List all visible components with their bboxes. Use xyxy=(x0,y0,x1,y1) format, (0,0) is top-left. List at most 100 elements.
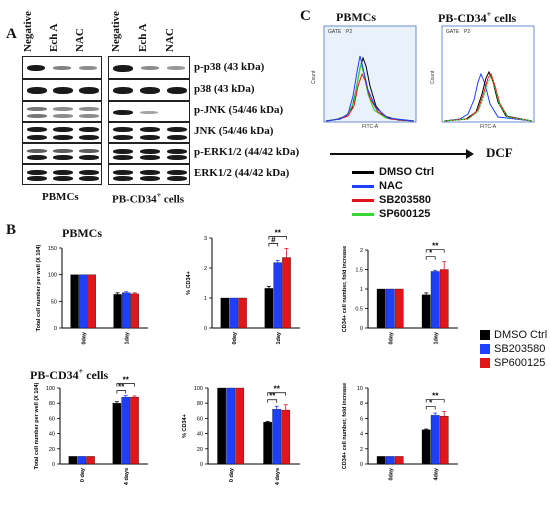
bar-b2-dmso-ctrl-0 xyxy=(220,297,230,329)
y-tick-label-b6-5: 10 xyxy=(357,386,363,392)
blot-right-erk xyxy=(108,164,190,185)
blot-right-p38 xyxy=(108,79,190,101)
bar-b4-dmso-ctrl-1 xyxy=(112,403,122,465)
blot-label-p38: p38 (43 kDa) xyxy=(194,83,255,95)
panel-c-letter: C xyxy=(300,8,311,24)
bar-b3-sp600125-1 xyxy=(439,269,449,329)
bar-b5-dmso-ctrl-1 xyxy=(263,422,273,465)
sig-bracket-b2-0 xyxy=(268,243,279,247)
sig-label-b3-1: ** xyxy=(432,242,439,251)
panel-a-letter: A xyxy=(6,26,17,42)
sig-bracket-b6-0 xyxy=(425,406,436,410)
y-tick-label-b3-3: 1.5 xyxy=(355,268,363,274)
y-label-b4: Total cell number per well (X 104) xyxy=(34,382,40,469)
gate-id-left: P2 xyxy=(346,29,352,35)
category-label-b4-0: 0 day xyxy=(80,467,86,482)
flow-title-pbmcs: PBMCs xyxy=(336,10,376,24)
bar-b1-sb203580-0 xyxy=(79,274,88,329)
y-tick-label-b5-0: 0 xyxy=(200,462,203,468)
bar-b3-sp600125-0 xyxy=(394,288,404,329)
bar-b5-sp600125-1 xyxy=(281,409,291,465)
flow-legend-sp600125: SP600125 xyxy=(352,208,430,220)
bar-b6-sb203580-0 xyxy=(385,456,395,465)
dcf-arrow-line xyxy=(330,153,470,155)
panel-b-letter: B xyxy=(6,222,17,238)
y-tick-label-b2-0: 0 xyxy=(204,326,207,332)
bar-b1-sb203580-1 xyxy=(122,292,131,329)
blot-left-erk xyxy=(22,164,102,185)
y-tick-label-b6-4: 8 xyxy=(360,401,363,407)
y-tick-label-b2-3: 3 xyxy=(204,236,207,242)
y-tick-label-b5-5: 100 xyxy=(194,386,203,392)
y-tick-label-b2-2: 2 xyxy=(204,266,207,272)
bar-b1-dmso-ctrl-0 xyxy=(70,274,79,329)
sig-label-b4-1: ** xyxy=(123,376,130,385)
flow-title-pb-cd34: PB-CD34+ cells xyxy=(438,10,517,25)
sig-bracket-b4-0 xyxy=(116,390,127,394)
bar-b3-sb203580-0 xyxy=(385,288,395,329)
y-label-b3: CD34+ cell number, fold increase xyxy=(342,246,348,332)
sig-bracket-b2-1 xyxy=(268,236,287,240)
y-tick-label-b1-1: 50 xyxy=(51,299,57,305)
sig-bracket-b6-1 xyxy=(425,399,445,403)
category-label-b4-1: 4 days xyxy=(124,468,130,485)
y-tick-label-b4-0: 0 xyxy=(52,462,55,468)
flow-histogram-pb-cd34: GATE P2 Count FITC-A xyxy=(430,25,535,130)
category-label-b1-0: 0day xyxy=(82,331,88,344)
bar-b1-dmso-ctrl-1 xyxy=(113,294,122,329)
sig-bracket-b5-1 xyxy=(267,392,287,396)
y-tick-label-b4-1: 20 xyxy=(49,447,55,453)
bar-b6-sp600125-1 xyxy=(439,415,449,465)
category-label-b5-0: 0 day xyxy=(229,467,235,482)
x-label-fitc-right: FITC-A xyxy=(480,124,497,130)
y-tick-label-b4-2: 40 xyxy=(49,432,55,438)
y-tick-label-b1-2: 100 xyxy=(48,273,57,279)
y-tick-label-b5-2: 40 xyxy=(197,432,203,438)
bar-b2-sp600125-0 xyxy=(238,297,247,329)
blot-right-p-p38 xyxy=(108,56,190,79)
bar-legend-sb203580: SB203580 xyxy=(480,343,545,355)
x-label-fitc-left: FITC-A xyxy=(362,124,379,130)
bar-b2-dmso-ctrl-1 xyxy=(264,288,274,329)
blot-label-p-p38: p-p38 (43 kDa) xyxy=(194,61,265,73)
blot-label-erk: ERK1/2 (44/42 kDa) xyxy=(194,167,290,179)
y-tick-label-b5-3: 60 xyxy=(197,416,203,422)
y-tick-label-b6-3: 6 xyxy=(360,416,363,422)
row2-title-pb-cd34: PB-CD34+ cells xyxy=(30,367,109,382)
sig-label-b2-0: # xyxy=(271,236,276,245)
gate-id-right: P2 xyxy=(464,29,470,35)
y-tick-label-b1-0: 0 xyxy=(54,326,57,332)
y-tick-label-b1-3: 150 xyxy=(48,246,57,252)
y-tick-label-b4-5: 100 xyxy=(46,386,55,392)
blot-left-p38 xyxy=(22,79,102,101)
blot-right-p-jnk xyxy=(108,101,190,122)
bar-b3-sb203580-1 xyxy=(430,271,440,329)
blot-label-p-jnk: p-JNK (54/46 kDa) xyxy=(194,104,284,116)
sig-label-b4-0: ** xyxy=(118,383,125,392)
sig-label-b3-0: * xyxy=(429,249,433,258)
category-label-b3-1: 1day xyxy=(434,331,440,344)
group-caption-pb-cd34: PB-CD34+ cells xyxy=(112,191,185,206)
y-label-b1: Total cell number per well (X 104) xyxy=(36,244,42,331)
row1-title-pbmcs: PBMCs xyxy=(62,226,102,240)
y-tick-label-b3-0: 0 xyxy=(360,326,363,332)
category-label-b2-0: 0day xyxy=(232,331,238,344)
y-tick-label-b2-1: 1 xyxy=(204,296,207,302)
flow-histogram-pbmcs: GATE P2 Count FITC-A xyxy=(311,25,417,130)
gate-label-right: GATE xyxy=(446,29,460,35)
bar-b6-dmso-ctrl-0 xyxy=(376,456,386,465)
y-tick-label-b6-2: 4 xyxy=(360,432,363,438)
bar-b5-sb203580-1 xyxy=(272,409,282,465)
category-label-b3-0: 0day xyxy=(389,331,395,344)
bar-b4-dmso-ctrl-0 xyxy=(68,456,78,465)
category-label-b6-0: 0day xyxy=(389,467,395,480)
blot-label-p-erk: p-ERK1/2 (44/42 kDa) xyxy=(194,146,300,158)
bar-b2-sb203580-0 xyxy=(229,297,238,329)
bar-b5-sb203580-0 xyxy=(226,387,236,465)
y-label-b6: CD34+ cell number, fold increase xyxy=(342,383,348,469)
category-label-b2-1: 1day xyxy=(276,331,282,344)
bar-b4-sp600125-0 xyxy=(86,456,95,465)
blot-left-jnk xyxy=(22,122,102,143)
bar-b6-dmso-ctrl-1 xyxy=(421,429,431,465)
blot-left-p-jnk xyxy=(22,101,102,122)
